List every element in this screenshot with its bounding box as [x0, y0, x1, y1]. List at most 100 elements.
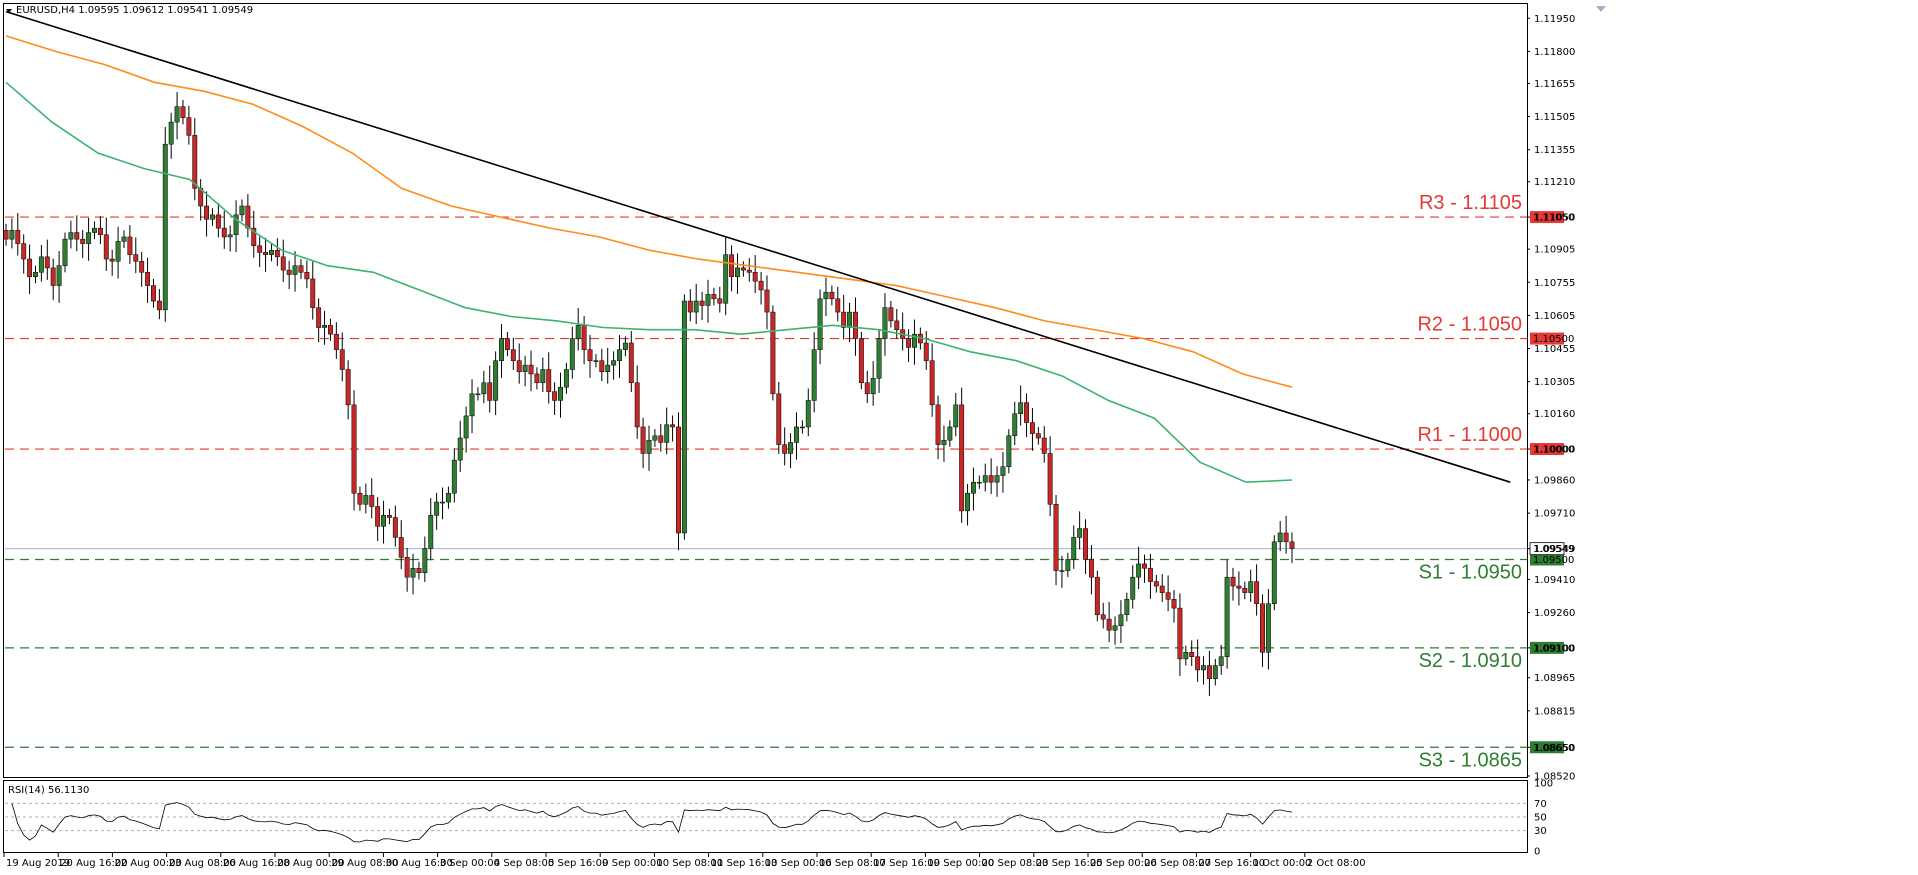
candle[interactable]: [339, 332, 345, 382]
candle[interactable]: [829, 285, 835, 306]
candle[interactable]: [593, 354, 599, 368]
candle[interactable]: [1136, 546, 1142, 590]
candle[interactable]: [440, 487, 445, 520]
candle[interactable]: [1236, 571, 1242, 606]
candle[interactable]: [463, 406, 469, 453]
candle[interactable]: [316, 298, 322, 343]
candle[interactable]: [327, 318, 333, 341]
candle[interactable]: [740, 261, 746, 277]
candle[interactable]: [1059, 555, 1065, 588]
candle[interactable]: [133, 237, 139, 274]
candle[interactable]: [434, 492, 440, 530]
candle[interactable]: [404, 548, 410, 592]
candle[interactable]: [257, 236, 263, 268]
candle[interactable]: [788, 433, 794, 469]
candle[interactable]: [221, 210, 227, 249]
candle[interactable]: [1000, 452, 1006, 493]
candle[interactable]: [1100, 602, 1106, 629]
candle[interactable]: [1165, 575, 1171, 612]
candle[interactable]: [21, 234, 27, 274]
candle[interactable]: [959, 387, 965, 523]
candle[interactable]: [27, 244, 33, 294]
candle[interactable]: [617, 335, 622, 378]
candle[interactable]: [180, 99, 186, 125]
candle[interactable]: [976, 475, 982, 489]
candle[interactable]: [640, 417, 646, 469]
candle[interactable]: [799, 420, 805, 434]
candle[interactable]: [1106, 601, 1112, 643]
candle[interactable]: [445, 486, 451, 509]
candle[interactable]: [1195, 639, 1201, 682]
candle[interactable]: [192, 118, 198, 201]
candle[interactable]: [56, 251, 62, 303]
candle[interactable]: [174, 92, 180, 140]
chart-shift-icon[interactable]: [1596, 6, 1606, 12]
candle[interactable]: [1189, 640, 1195, 666]
chart-menu-icon[interactable]: [6, 9, 12, 13]
candle[interactable]: [935, 395, 941, 460]
candle[interactable]: [286, 260, 292, 290]
candle[interactable]: [929, 343, 935, 417]
candle[interactable]: [1124, 592, 1130, 622]
candle[interactable]: [835, 286, 841, 322]
candle[interactable]: [469, 379, 475, 434]
candle[interactable]: [1029, 407, 1035, 451]
candle[interactable]: [298, 259, 304, 279]
candle[interactable]: [1088, 544, 1094, 595]
candle[interactable]: [510, 337, 516, 370]
candle[interactable]: [658, 423, 664, 452]
candle[interactable]: [794, 412, 799, 460]
candle[interactable]: [369, 478, 375, 519]
candle[interactable]: [605, 347, 611, 384]
candle[interactable]: [97, 216, 103, 245]
candle[interactable]: [186, 105, 192, 145]
candle[interactable]: [156, 289, 162, 320]
candle[interactable]: [1018, 385, 1024, 426]
candle[interactable]: [711, 287, 717, 306]
candle[interactable]: [994, 466, 1000, 497]
candle[interactable]: [729, 245, 735, 292]
candle[interactable]: [982, 463, 988, 492]
candle[interactable]: [876, 329, 882, 393]
candle[interactable]: [1112, 616, 1118, 645]
candle[interactable]: [68, 220, 74, 249]
candle[interactable]: [622, 336, 628, 357]
candle[interactable]: [233, 200, 239, 252]
candle[interactable]: [705, 279, 711, 323]
candle[interactable]: [74, 215, 80, 252]
candle[interactable]: [251, 210, 257, 258]
candle[interactable]: [127, 225, 133, 264]
candle[interactable]: [204, 191, 210, 237]
candle[interactable]: [841, 294, 847, 340]
candle[interactable]: [1071, 525, 1077, 569]
candle[interactable]: [38, 244, 44, 282]
candle[interactable]: [1183, 645, 1189, 666]
candle[interactable]: [310, 261, 316, 320]
candle[interactable]: [304, 260, 310, 289]
candle[interactable]: [628, 331, 634, 393]
candle[interactable]: [534, 367, 540, 390]
candle[interactable]: [357, 486, 363, 511]
candle[interactable]: [375, 497, 381, 541]
trendline[interactable]: [5, 10, 1511, 483]
candle[interactable]: [1159, 574, 1165, 602]
candle[interactable]: [1118, 600, 1124, 644]
candle[interactable]: [611, 351, 617, 380]
candle[interactable]: [162, 126, 168, 322]
candle[interactable]: [522, 355, 528, 387]
candle[interactable]: [151, 278, 156, 308]
candle[interactable]: [646, 425, 652, 471]
candle[interactable]: [1147, 553, 1153, 599]
candle[interactable]: [92, 221, 97, 240]
candle[interactable]: [499, 324, 504, 378]
candle[interactable]: [322, 310, 328, 345]
candle[interactable]: [752, 255, 758, 294]
candle[interactable]: [1171, 589, 1177, 623]
candle[interactable]: [139, 251, 145, 287]
candle[interactable]: [1254, 564, 1260, 616]
candle[interactable]: [351, 390, 357, 511]
candle[interactable]: [805, 388, 811, 437]
candle[interactable]: [274, 238, 280, 267]
candle[interactable]: [941, 425, 947, 462]
